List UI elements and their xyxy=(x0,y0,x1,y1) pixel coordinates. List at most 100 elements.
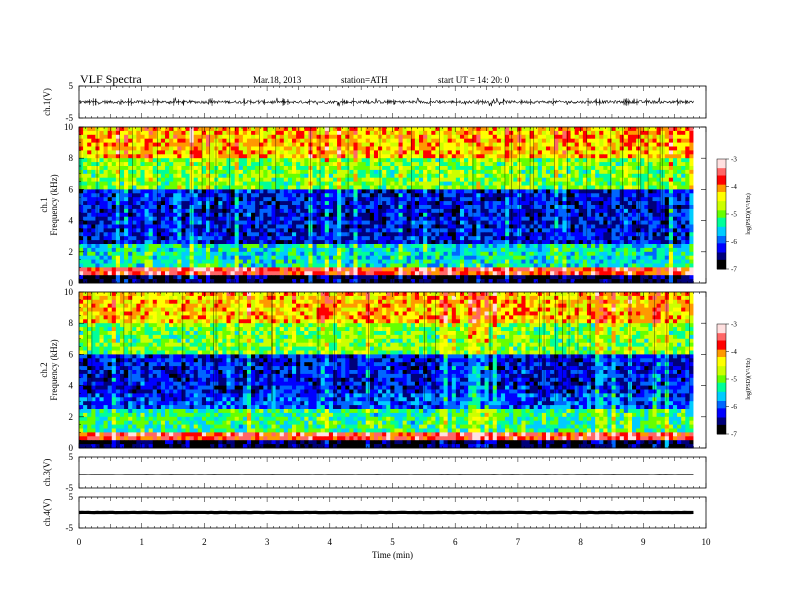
spectrogram-cell xyxy=(214,134,219,140)
spectrogram-cell xyxy=(578,181,584,186)
spectrogram-cell xyxy=(115,189,121,194)
spectrogram-cell xyxy=(496,189,502,194)
spectrogram-cell xyxy=(419,185,424,190)
spectrogram-cell xyxy=(156,146,162,151)
spectrogram-cell xyxy=(177,169,182,175)
spectrogram-cell xyxy=(124,127,129,132)
spectrogram-cell xyxy=(394,240,399,245)
spectrogram-cell xyxy=(435,193,440,198)
spectrogram-cell xyxy=(156,236,162,241)
spectrogram-cell xyxy=(595,134,600,140)
spectrogram-cell xyxy=(246,158,252,163)
spectrogram-cell xyxy=(353,173,358,179)
spectrogram-cell xyxy=(251,134,256,140)
spectrogram-cell xyxy=(279,154,285,159)
spectrogram-cell xyxy=(619,236,625,241)
spectrogram-cell xyxy=(111,247,117,253)
spectrogram-cell xyxy=(545,181,551,186)
spectrogram-cell xyxy=(648,169,653,175)
spectrogram-cell xyxy=(124,162,129,167)
spectrogram-cell xyxy=(197,205,203,210)
spectrogram-cell xyxy=(611,138,617,143)
spectrogram-cell xyxy=(648,127,653,132)
spectrogram-cell xyxy=(439,146,444,151)
spectrogram-cell xyxy=(578,208,584,214)
spectrogram-cell xyxy=(484,228,490,233)
spectrogram-cell xyxy=(378,240,383,245)
spectrogram-cell xyxy=(361,146,367,151)
spectrogram-cell xyxy=(443,212,449,218)
spectrogram-cell xyxy=(439,185,444,190)
spectrogram-cell xyxy=(312,154,317,159)
spectrogram-cell xyxy=(582,166,588,171)
spectrogram-cell xyxy=(496,146,502,151)
spectrogram-cell xyxy=(558,166,563,171)
spectrogram-cell xyxy=(83,220,88,225)
spectrogram-cell xyxy=(468,181,473,186)
spectrogram-cell xyxy=(632,201,637,206)
spectrogram-cell xyxy=(419,212,424,218)
spectrogram-cell xyxy=(439,193,444,198)
spectrogram-cell xyxy=(586,201,592,206)
spectrogram-cell xyxy=(464,232,469,237)
spectrogram-cell xyxy=(279,169,285,175)
spectrogram-cell xyxy=(263,212,268,218)
spectrogram-cell xyxy=(173,127,178,132)
spectrogram-cell xyxy=(332,232,338,237)
spectrogram-cell xyxy=(103,208,109,214)
spectrogram-cell xyxy=(627,150,633,155)
spectrogram-cell xyxy=(423,212,428,218)
spectrogram-cell xyxy=(476,205,481,210)
spectrogram-cell xyxy=(390,189,395,194)
spectrogram-cell xyxy=(668,208,674,214)
spectrogram-cell xyxy=(193,205,199,210)
spectrogram-cell xyxy=(607,185,612,190)
spectrogram-cell xyxy=(83,127,88,132)
spectrogram-cell xyxy=(484,201,490,206)
spectrogram-cell xyxy=(341,166,346,171)
spectrogram-cell xyxy=(435,127,440,132)
spectrogram-cell xyxy=(152,130,158,136)
spectrogram-cell xyxy=(410,212,416,218)
spectrogram-cell xyxy=(328,181,334,186)
spectrogram-cell xyxy=(357,240,363,245)
spectrogram-cell xyxy=(312,158,317,163)
spectrogram-cell xyxy=(275,216,281,221)
spectrogram-cell xyxy=(591,177,596,182)
spectrogram-cell xyxy=(410,181,416,186)
spectrogram-cell xyxy=(91,240,96,245)
spectrogram-cell xyxy=(611,208,617,214)
spectrogram-cell xyxy=(234,146,240,151)
spectrogram-cell xyxy=(644,197,649,202)
spectrogram-cell xyxy=(554,216,559,221)
spectrogram-cell xyxy=(492,162,498,167)
spectrogram-cell xyxy=(545,220,551,225)
spectrogram-cell xyxy=(197,216,203,221)
spectrogram-cell xyxy=(468,216,473,221)
spectrogram-cell xyxy=(619,244,625,249)
spectrogram-cell xyxy=(439,232,444,237)
spectrogram-cell xyxy=(361,197,367,202)
spectrogram-cell xyxy=(349,134,354,140)
spectrogram-cell xyxy=(279,150,285,155)
spectrogram-cell xyxy=(623,208,629,214)
spectrogram-cell xyxy=(451,185,457,190)
spectrogram-cell xyxy=(165,193,170,198)
spectrogram-cell xyxy=(566,232,571,237)
spectrogram-cell xyxy=(87,150,92,155)
spectrogram-cell xyxy=(406,166,412,171)
spectrogram-cell xyxy=(562,162,567,167)
spectrogram-cell xyxy=(447,193,453,198)
spectrogram-cell xyxy=(341,247,346,253)
spectrogram-cell xyxy=(369,138,375,143)
spectrogram-cell xyxy=(230,138,236,143)
spectrogram-cell xyxy=(672,232,678,237)
spectrogram-cell xyxy=(464,142,469,147)
spectrogram-cell xyxy=(632,146,637,151)
spectrogram-cell xyxy=(505,224,510,229)
spectrogram-cell xyxy=(189,189,195,194)
spectrogram-cell xyxy=(398,189,404,194)
spectrogram-cell xyxy=(283,169,289,175)
spectrogram-cell xyxy=(349,240,354,245)
spectrogram-cell xyxy=(533,154,539,159)
